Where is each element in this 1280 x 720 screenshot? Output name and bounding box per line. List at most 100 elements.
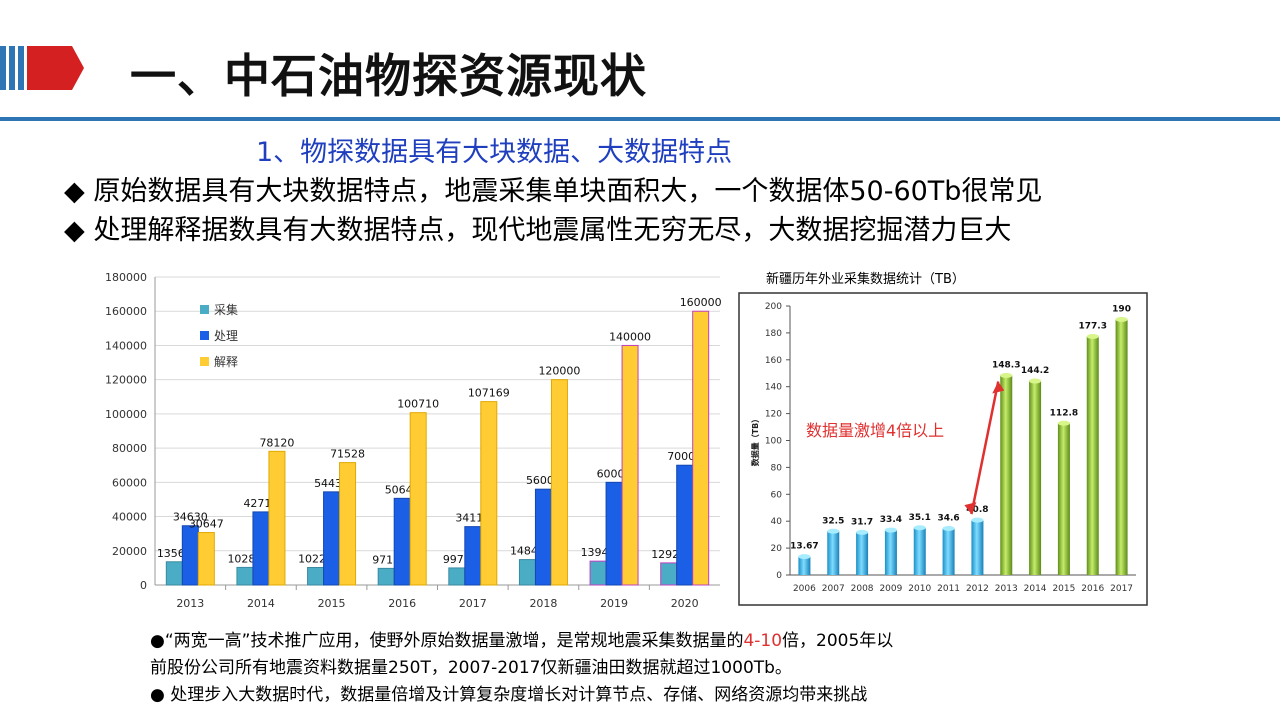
x-tick-label: 2014 — [247, 597, 275, 610]
bar-value-label: 140000 — [609, 330, 651, 343]
bar-value-label: 190 — [1112, 304, 1131, 314]
bar-2008 — [856, 532, 869, 575]
bar-cap — [1000, 373, 1013, 379]
bar-2016 — [1086, 336, 1099, 575]
bar-cap — [913, 525, 926, 531]
bullet-1: ◆ 原始数据具有大块数据特点，地震采集单块面积大，一个数据体50-60Tb很常见 — [64, 176, 1043, 207]
y-tick-label: 20 — [771, 544, 783, 554]
bar-采集-2013 — [165, 561, 183, 586]
title-divider — [0, 117, 1280, 121]
x-tick-label: 2014 — [1024, 584, 1047, 594]
bar-解释-2016 — [409, 412, 427, 586]
bar-value-label: 112.8 — [1050, 408, 1078, 418]
bar-value-label: 34.6 — [937, 513, 959, 523]
legend-swatch — [200, 357, 209, 366]
bar-value-label: 9976 — [443, 553, 471, 566]
bar-cap — [971, 517, 984, 523]
bar-2010 — [913, 527, 926, 575]
bar-解释-2013 — [197, 532, 215, 586]
bar-2009 — [884, 530, 897, 575]
legend-label: 处理 — [214, 329, 238, 343]
bar-cap — [942, 525, 955, 531]
bar-value-label: 40.8 — [966, 505, 988, 515]
x-tick-label: 2015 — [318, 597, 346, 610]
bar-value-label: 30647 — [189, 518, 224, 531]
x-tick-label: 2006 — [793, 584, 816, 594]
section-subtitle: 1、物探数据具有大块数据、大数据特点 — [256, 137, 733, 168]
bar-2015 — [1057, 423, 1070, 575]
x-tick-label: 2015 — [1052, 584, 1075, 594]
x-tick-label: 2008 — [851, 584, 874, 594]
bullet-2: ◆ 处理解释据数具有大数据特点，现代地震属性无穷无尽，大数据挖掘潜力巨大 — [64, 215, 1012, 246]
note-line-1: ●“两宽一高”技术推广应用，使野外原始数据量激增，是常规地震采集数据量的4-10… — [150, 631, 894, 651]
y-tick-label: 40000 — [112, 511, 147, 524]
bar-value-label: 32.5 — [822, 516, 844, 526]
y-tick-label: 140000 — [105, 339, 147, 352]
bar-value-label: 31.7 — [851, 517, 873, 527]
bar-采集-2017 — [448, 567, 466, 586]
annotation-label: 数据量激增4倍以上 — [806, 421, 944, 440]
bar-value-label: 35.1 — [909, 513, 931, 523]
bar-采集-2015 — [307, 567, 325, 586]
x-tick-label: 2012 — [966, 584, 989, 594]
bar-处理-2013 — [181, 525, 199, 586]
note-highlight: 4-10 — [743, 631, 783, 651]
x-tick-label: 2017 — [1110, 584, 1133, 594]
bar-value-label: 100710 — [397, 398, 439, 411]
bar-采集-2016 — [377, 567, 395, 586]
y-tick-label: 0 — [140, 579, 147, 592]
bar-2017 — [1115, 319, 1128, 575]
bar-value-label: 177.3 — [1079, 322, 1107, 332]
legend-swatch — [200, 305, 209, 314]
bar-处理-2019 — [605, 481, 623, 586]
note-line-3: ● 处理步入大数据时代，数据量倍增及计算复杂度增长对计算节点、存储、网络资源均带… — [150, 685, 868, 705]
bar-解释-2019 — [621, 344, 639, 586]
y-tick-label: 180 — [765, 329, 782, 339]
bar-value-label: 71528 — [330, 448, 365, 461]
bar-value-label: 144.2 — [1021, 366, 1049, 376]
y-tick-label: 100000 — [105, 408, 147, 421]
y-tick-label: 80000 — [112, 442, 147, 455]
x-tick-label: 2017 — [459, 597, 487, 610]
bar-处理-2018 — [534, 488, 552, 586]
bar-cap — [1115, 316, 1128, 322]
x-tick-label: 2019 — [600, 597, 628, 610]
xinjiang-chart-title: 新疆历年外业采集数据统计（TB） — [766, 272, 965, 287]
y-tick-label: 140 — [765, 383, 782, 393]
y-tick-label: 180000 — [105, 271, 147, 284]
bar-采集-2014 — [236, 566, 254, 586]
y-tick-label: 40 — [771, 517, 783, 527]
arrow-head — [992, 381, 1005, 394]
x-tick-label: 2018 — [529, 597, 557, 610]
bar-value-label: 33.4 — [880, 515, 902, 525]
bar-采集-2019 — [589, 560, 607, 586]
logo-icon — [0, 46, 84, 90]
bar-cap — [827, 528, 840, 534]
bar-解释-2020 — [692, 310, 710, 586]
bar-cap — [1057, 420, 1070, 426]
bar-解释-2014 — [268, 450, 286, 586]
bar-cap — [856, 529, 869, 535]
x-tick-label: 2007 — [822, 584, 845, 594]
bar-value-label: 9718 — [372, 553, 400, 566]
bar-value-label: 34630 — [173, 511, 208, 524]
bar-cap — [1029, 378, 1042, 384]
bar-解释-2018 — [550, 379, 568, 586]
x-tick-label: 2010 — [908, 584, 931, 594]
x-tick-label: 2013 — [176, 597, 204, 610]
bar-value-label: 107169 — [468, 387, 510, 400]
y-tick-label: 120000 — [105, 374, 147, 387]
bar-value-label: 160000 — [680, 296, 722, 309]
y-tick-label: 20000 — [112, 545, 147, 558]
bar-处理-2015 — [323, 491, 341, 586]
x-tick-label: 2009 — [879, 584, 902, 594]
bar-处理-2020 — [676, 464, 694, 586]
y-tick-label: 60 — [771, 490, 783, 500]
legend-label: 解释 — [214, 355, 238, 369]
arrow-head — [964, 502, 977, 515]
bar-采集-2020 — [660, 562, 678, 586]
y-tick-label: 100 — [765, 437, 782, 447]
x-tick-label: 2011 — [937, 584, 960, 594]
y-tick-label: 160 — [765, 356, 782, 366]
chart-xinjiang-acquisition: 0 20 40 60 80 100 120 140 160 180 200 数据量（TB） 13.67 2… — [738, 292, 1148, 606]
